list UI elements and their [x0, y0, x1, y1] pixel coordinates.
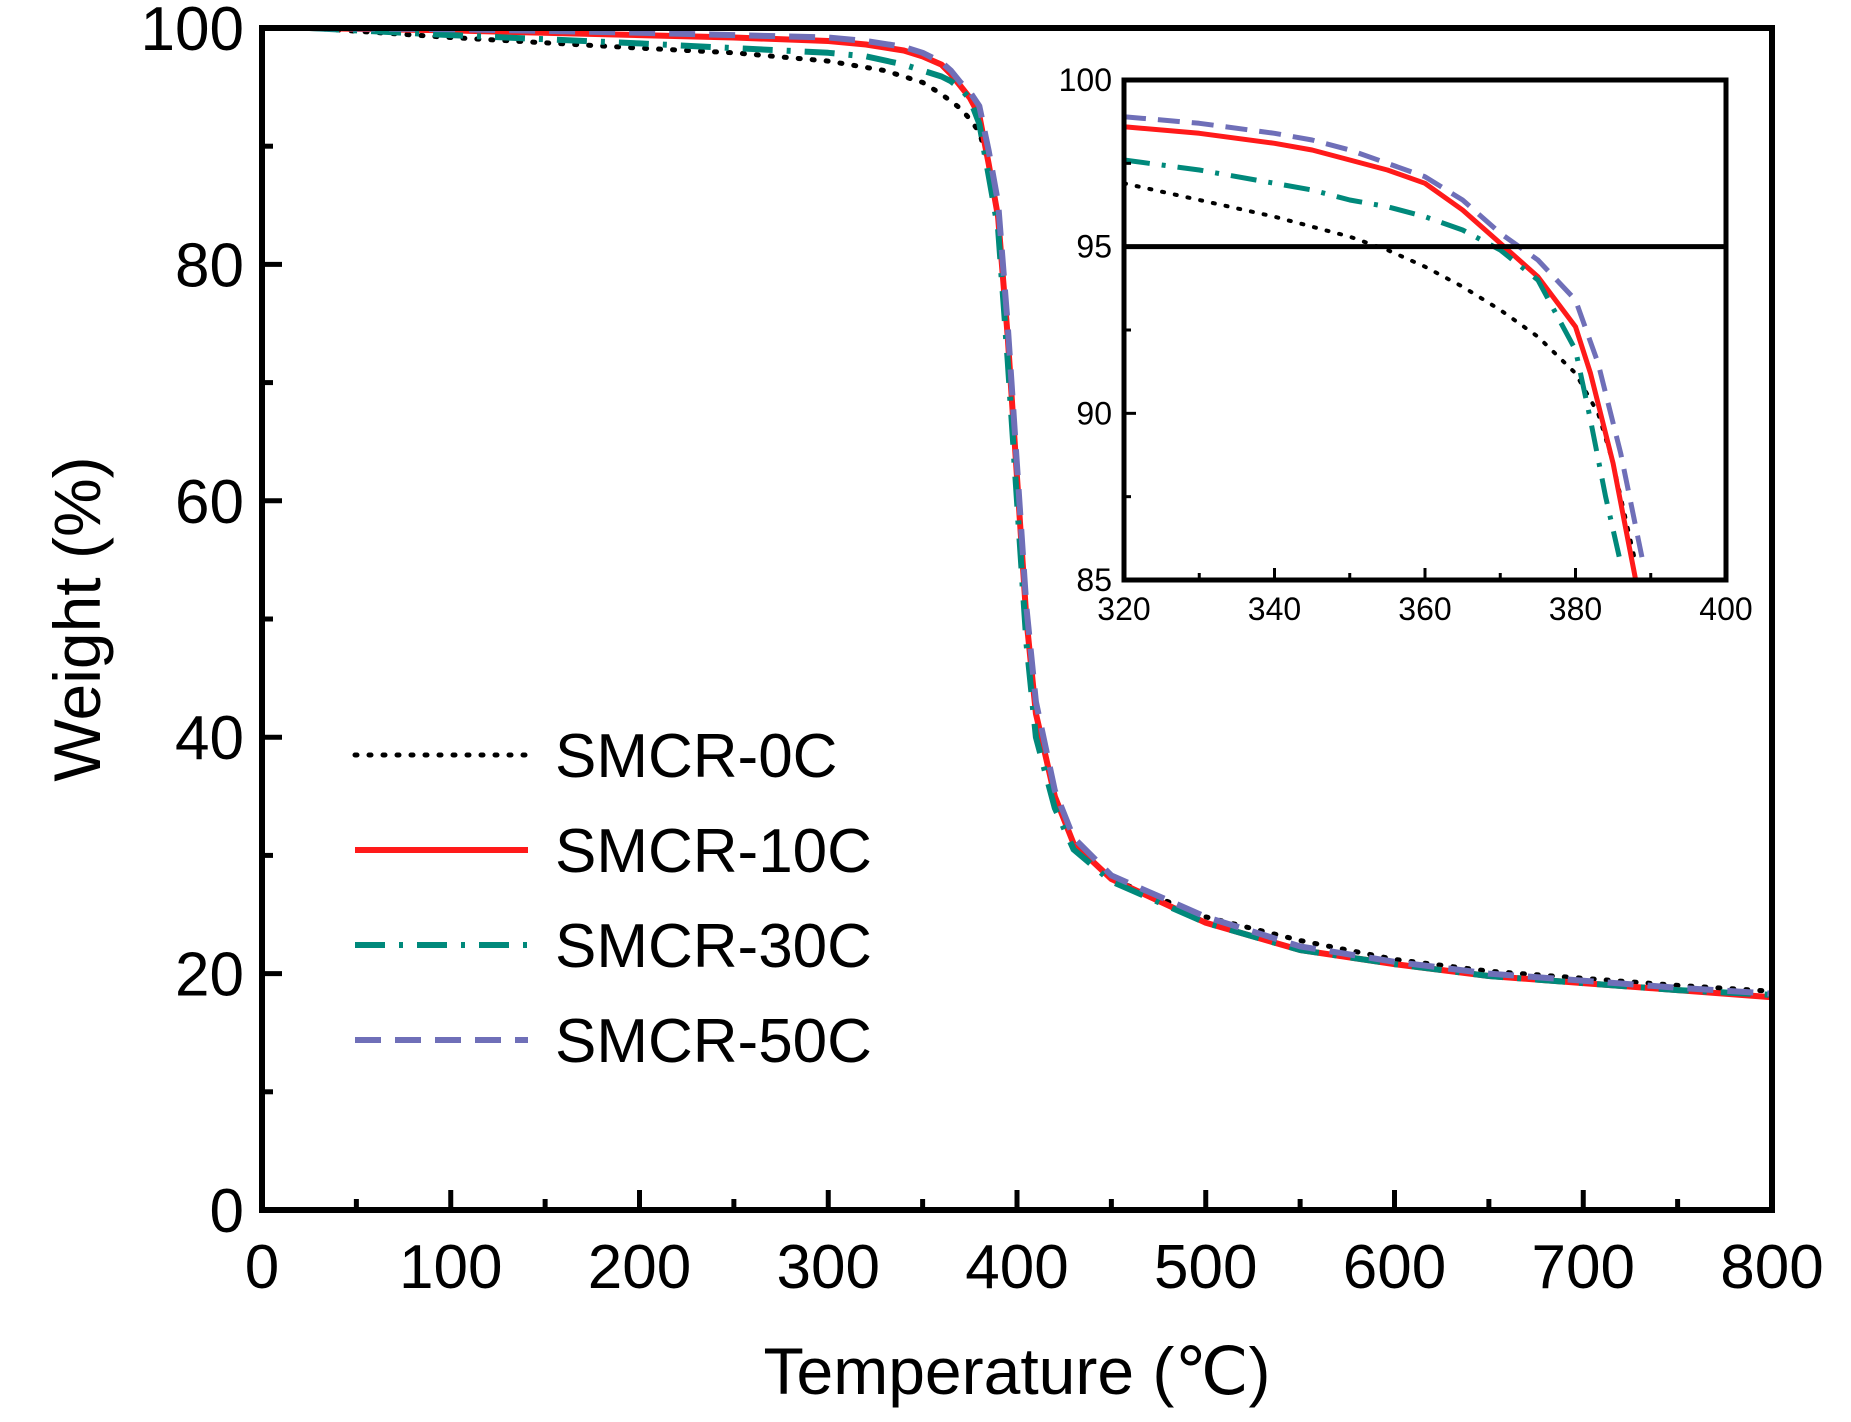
main-plot-series — [306, 25, 1775, 1001]
inset-plot: 320 340 360 380 400 85 90 95 100 — [1059, 62, 1753, 627]
legend-label-1: SMCR-10C — [555, 817, 872, 886]
y-axis-label: Weight (%) — [40, 456, 114, 781]
x-axis-label: Temperature (℃) — [764, 1334, 1271, 1408]
x-tick-label: 700 — [1532, 1233, 1635, 1302]
x-tick-label: 800 — [1720, 1233, 1823, 1302]
legend-label-2: SMCR-30C — [555, 912, 872, 981]
main-plot-frame — [259, 25, 1775, 1213]
inset-series-line-3 — [1123, 114, 1646, 564]
legend-label-3: SMCR-50C — [555, 1007, 872, 1076]
inset-x-tick-label: 340 — [1248, 591, 1301, 627]
inset-x-tick-label: 380 — [1549, 591, 1602, 627]
inset-series-line-2 — [1123, 157, 1624, 564]
inset-y-tick-label: 100 — [1059, 62, 1112, 98]
legend: SMCR-0C SMCR-10C SMCR-30C SMCR-50C — [352, 722, 872, 1076]
inset-x-tick-label: 400 — [1699, 591, 1752, 627]
y-tick-label: 20 — [175, 941, 244, 1010]
y-tick-label: 80 — [175, 231, 244, 300]
y-tick-label: 60 — [175, 468, 244, 537]
inset-y-tick-label: 90 — [1076, 395, 1112, 431]
y-tick-label: 0 — [210, 1177, 244, 1246]
x-tick-label: 200 — [588, 1233, 691, 1302]
y-tick-label: 40 — [175, 704, 244, 773]
inset-plot-background — [1124, 80, 1726, 580]
inset-x-tick-label: 320 — [1097, 591, 1150, 627]
inset-x-tick-label: 360 — [1398, 591, 1451, 627]
x-tick-label: 600 — [1343, 1233, 1446, 1302]
inset-plot-frame — [1121, 77, 1729, 583]
x-tick-label: 0 — [245, 1233, 279, 1302]
main-plot-ticks: 0 100 200 300 400 500 600 700 800 0 20 40 60 80 100 — [141, 0, 1824, 1302]
y-tick-label: 100 — [141, 0, 244, 64]
x-tick-label: 500 — [1154, 1233, 1257, 1302]
inset-y-tick-label: 85 — [1076, 562, 1112, 598]
x-tick-label: 400 — [965, 1233, 1068, 1302]
legend-label-0: SMCR-0C — [555, 722, 837, 791]
inset-plot-series — [1122, 114, 1646, 581]
x-tick-label: 100 — [399, 1233, 502, 1302]
x-tick-label: 300 — [777, 1233, 880, 1302]
inset-series-line-1 — [1123, 124, 1639, 581]
main-series-line-3 — [309, 25, 1773, 997]
inset-y-tick-label: 95 — [1076, 229, 1112, 265]
